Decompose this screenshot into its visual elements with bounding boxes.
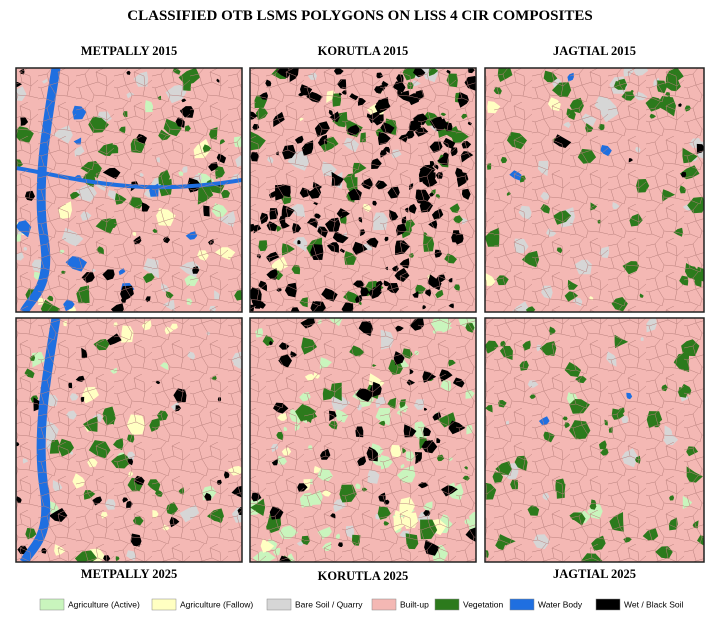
legend-label: Wet / Black Soil bbox=[624, 599, 683, 609]
parcel-texture bbox=[485, 318, 704, 562]
legend-label: Vegetation bbox=[463, 599, 503, 609]
panel-label: METPALLY 2015 bbox=[81, 44, 177, 58]
legend-swatch bbox=[595, 598, 621, 611]
map-panel bbox=[16, 68, 242, 312]
panel-frame bbox=[15, 67, 243, 313]
legend-swatch bbox=[39, 598, 65, 611]
legend-swatch bbox=[371, 598, 397, 611]
map-panel bbox=[250, 68, 476, 312]
map-panel bbox=[16, 318, 242, 562]
parcel-texture bbox=[16, 318, 242, 562]
legend-swatch bbox=[509, 598, 535, 611]
legend-label: Agriculture (Active) bbox=[68, 599, 140, 609]
legend-label: Bare Soil / Quarry bbox=[295, 599, 363, 609]
legend-label: Built-up bbox=[400, 599, 429, 609]
panel-frame bbox=[15, 317, 243, 563]
panel-label: METPALLY 2025 bbox=[81, 567, 177, 581]
panel-frame bbox=[249, 67, 477, 313]
legend-label: Agriculture (Fallow) bbox=[180, 599, 253, 609]
map-panel bbox=[485, 68, 704, 312]
parcel-texture bbox=[16, 68, 242, 312]
legend-swatch bbox=[266, 598, 292, 611]
legend-label: Water Body bbox=[538, 599, 583, 609]
panel-frame bbox=[249, 317, 477, 563]
map-panel bbox=[250, 318, 476, 562]
parcel-texture bbox=[485, 68, 704, 312]
legend-swatch bbox=[151, 598, 177, 611]
parcel-texture bbox=[250, 68, 476, 312]
panel-frame bbox=[484, 317, 705, 563]
panel-label: JAGTIAL 2025 bbox=[553, 567, 636, 581]
parcel-texture bbox=[250, 318, 476, 562]
panel-label: JAGTIAL 2015 bbox=[553, 44, 636, 58]
panel-frame bbox=[484, 67, 705, 313]
panel-label: KORUTLA 2025 bbox=[318, 569, 409, 583]
figure-title: CLASSIFIED OTB LSMS POLYGONS ON LISS 4 C… bbox=[127, 8, 592, 24]
panel-label: KORUTLA 2015 bbox=[318, 44, 409, 58]
legend-swatch bbox=[434, 598, 460, 611]
map-panel bbox=[485, 318, 704, 562]
